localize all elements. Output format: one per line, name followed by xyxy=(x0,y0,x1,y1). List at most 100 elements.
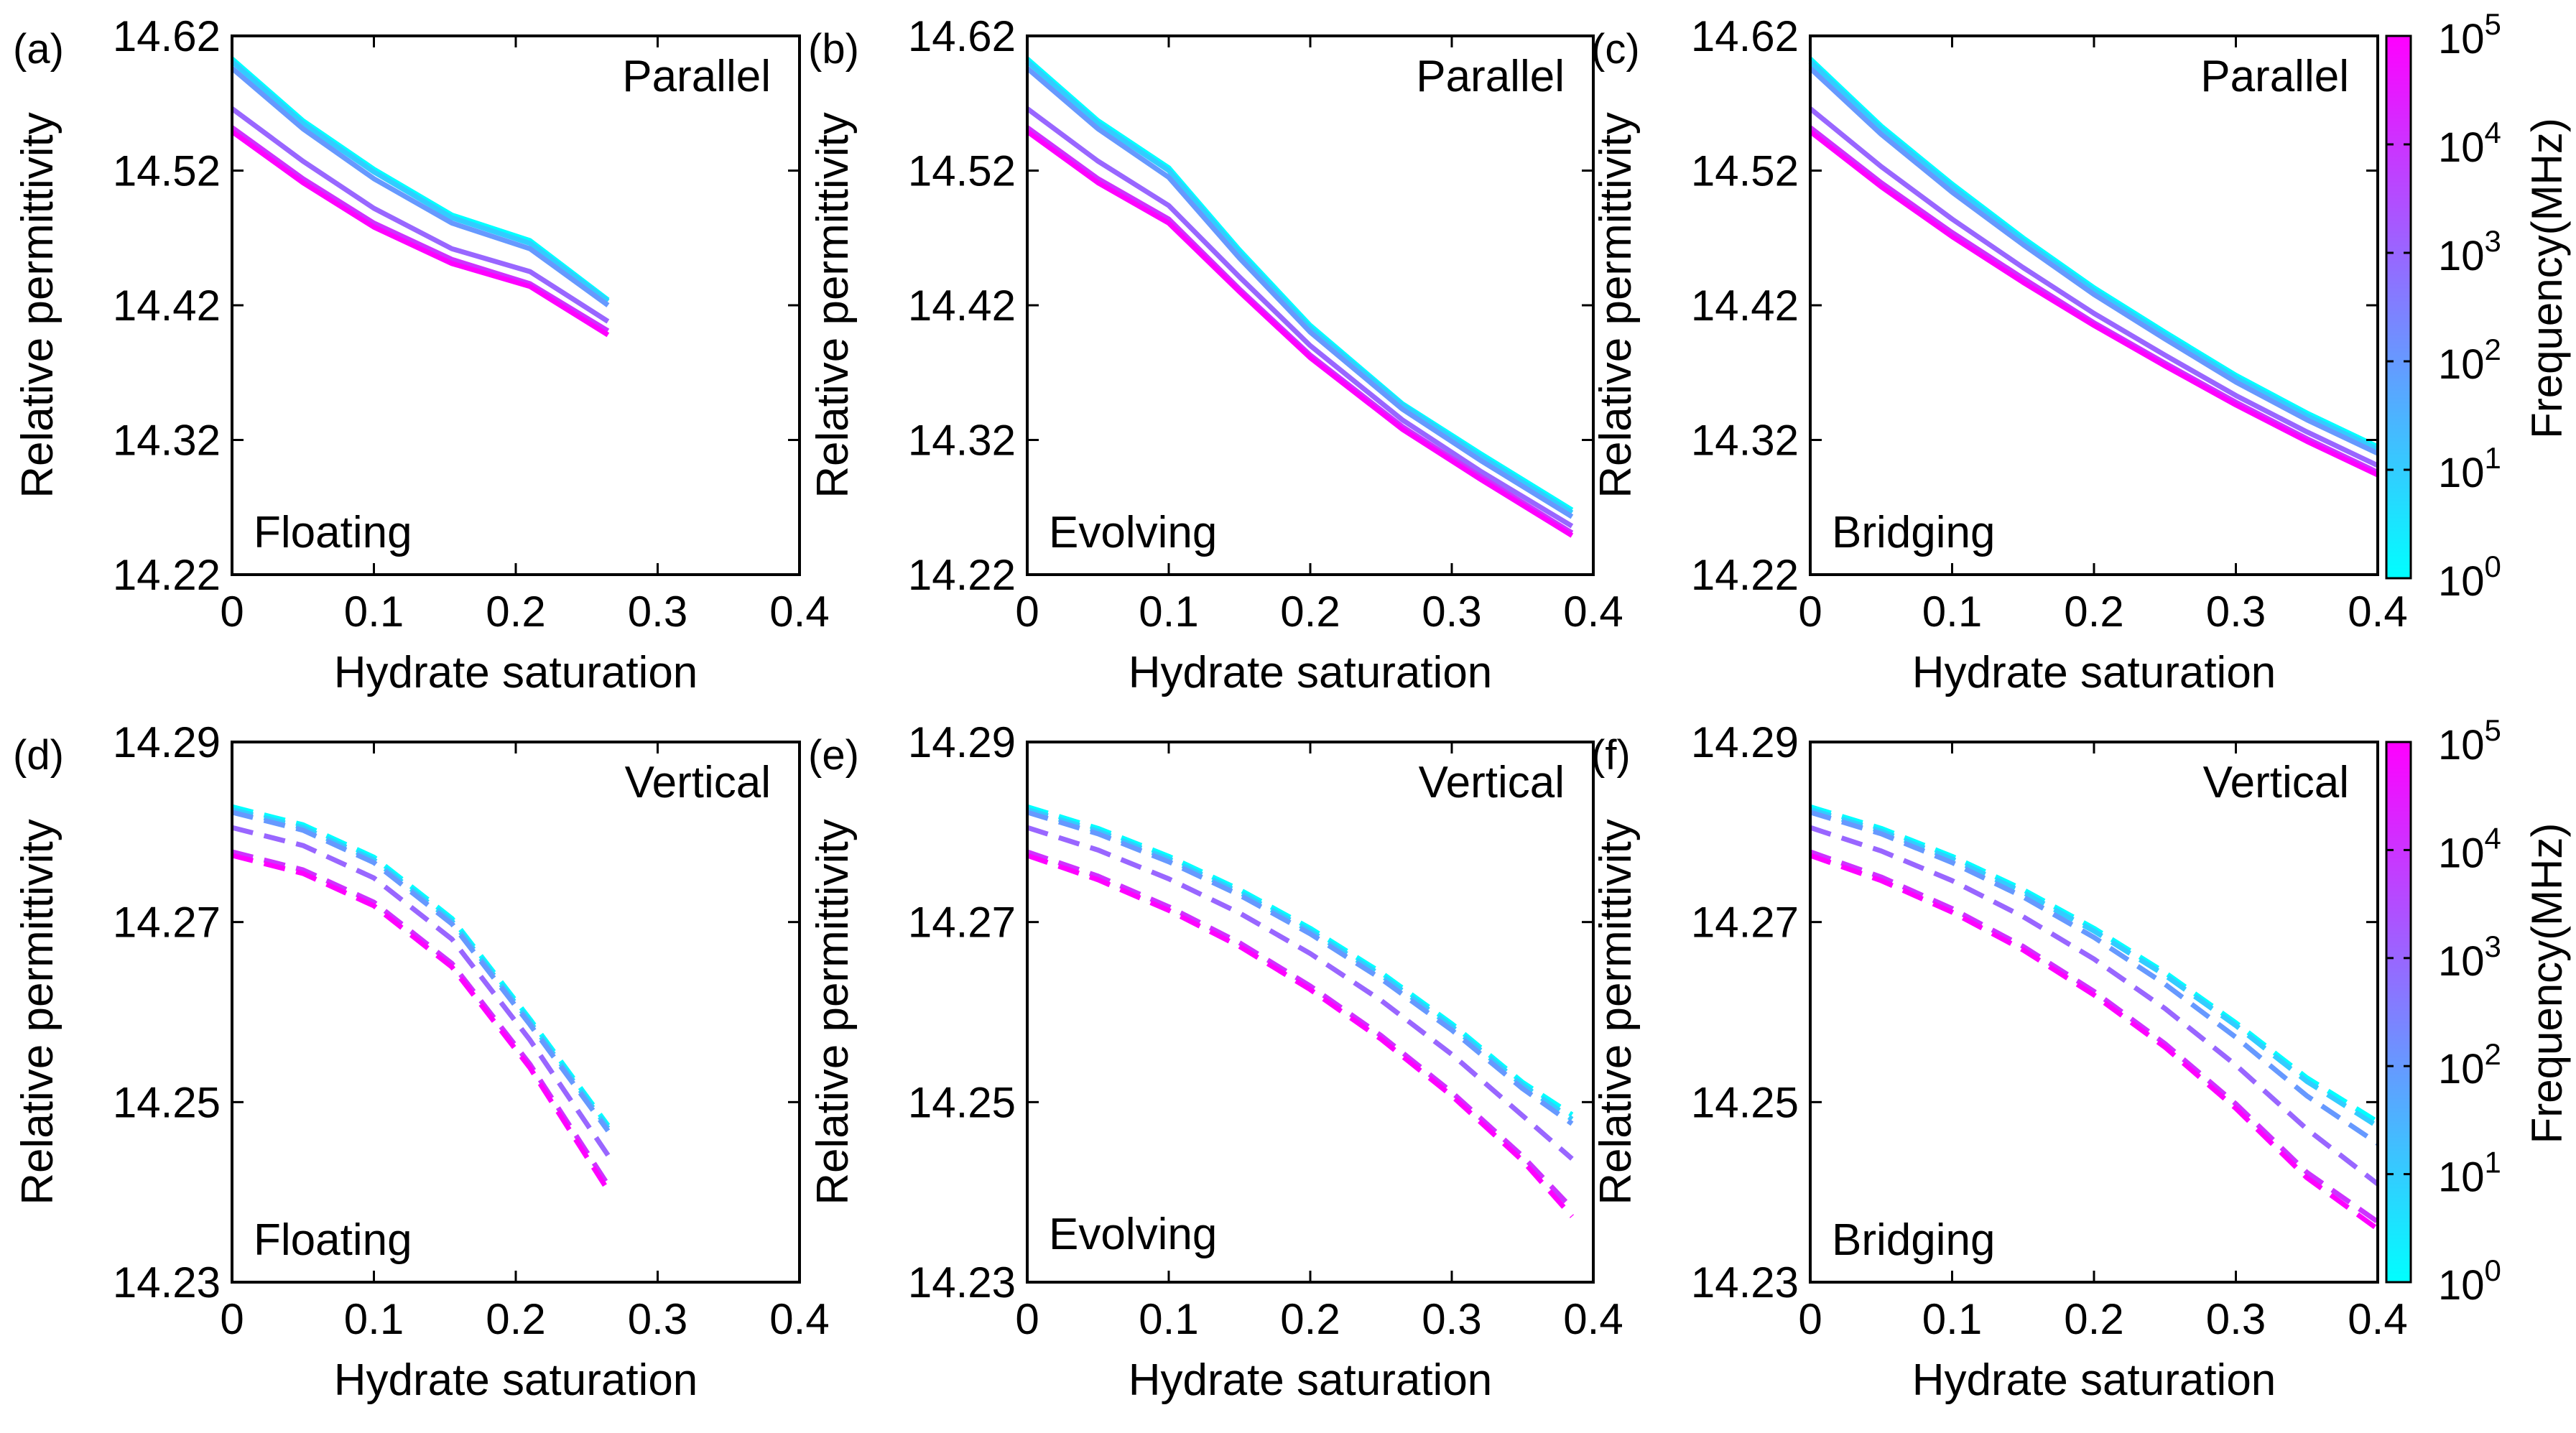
y-tick-label: 14.25 xyxy=(908,1078,1016,1126)
colorbar-tick-base: 10 xyxy=(2438,16,2485,62)
colorbar-tick-label: 100 xyxy=(2438,1253,2501,1309)
x-tick-label: 0.1 xyxy=(1922,588,1982,636)
y-tick-label: 14.27 xyxy=(1691,899,1799,947)
colorbar-tick-base: 10 xyxy=(2438,233,2485,279)
x-tick-label: 0.2 xyxy=(486,588,545,636)
y-tick-label: 14.32 xyxy=(908,417,1016,465)
colorbar-tick-base: 10 xyxy=(2438,124,2485,171)
series-line xyxy=(1025,129,1574,538)
colorbar-tick-exponent: 3 xyxy=(2485,224,2501,258)
y-tick-label: 14.29 xyxy=(113,718,221,766)
y-tick-label: 14.62 xyxy=(1691,12,1799,60)
y-axis-label: Relative permittivity xyxy=(808,112,858,498)
orientation-label: Vertical xyxy=(1419,758,1565,807)
series-line xyxy=(1809,807,2379,1129)
series-line xyxy=(1025,57,1574,512)
y-tick-label: 14.42 xyxy=(113,282,221,330)
series-line xyxy=(1025,59,1574,515)
x-tick-label: 0.4 xyxy=(2348,588,2407,636)
model-label: Floating xyxy=(254,508,412,557)
orientation-label: Vertical xyxy=(625,758,771,807)
series-line xyxy=(1809,804,2379,1124)
x-tick-label: 0.2 xyxy=(2064,1295,2123,1343)
y-tick-label: 14.62 xyxy=(908,12,1016,60)
y-tick-label: 14.23 xyxy=(113,1258,221,1307)
colorbar-tick-label: 104 xyxy=(2438,821,2501,876)
x-tick-label: 0.3 xyxy=(1422,588,1481,636)
x-tick-label: 0.2 xyxy=(486,1295,545,1343)
x-tick-label: 0.2 xyxy=(1280,588,1340,636)
model-label: Evolving xyxy=(1049,1210,1217,1259)
series-line xyxy=(1808,106,2379,468)
series-line xyxy=(1026,810,1574,1126)
series-line xyxy=(1809,825,2380,1187)
axes-frame xyxy=(231,741,801,1284)
y-tick-label: 14.52 xyxy=(113,147,221,195)
x-tick-label: 0.4 xyxy=(2348,1295,2407,1343)
colorbar-title: Frequency(MHz) xyxy=(2523,823,2571,1144)
colorbar-tick-base: 10 xyxy=(2438,830,2485,876)
colorbar-tick-label: 101 xyxy=(2438,441,2501,496)
x-tick-label: 0 xyxy=(1015,588,1039,636)
series-line xyxy=(231,810,611,1133)
series-line xyxy=(230,129,610,338)
x-tick-label: 0.3 xyxy=(2206,1295,2266,1343)
panel-letter: (f) xyxy=(1591,732,1631,779)
x-tick-label: 0.4 xyxy=(1563,1295,1623,1343)
x-tick-label: 0 xyxy=(1798,588,1822,636)
colorbar-tick-exponent: 4 xyxy=(2485,116,2501,149)
y-axis-label: Relative permittivity xyxy=(13,819,62,1205)
y-tick-label: 14.29 xyxy=(908,718,1016,766)
series-line xyxy=(231,825,611,1157)
x-axis-label: Hydrate saturation xyxy=(1129,648,1493,697)
series-line xyxy=(231,807,611,1130)
series-line xyxy=(1025,106,1574,529)
colorbar-bar xyxy=(2385,741,2412,1284)
x-tick-label: 0 xyxy=(1798,1295,1822,1343)
panel-a: 0 0.1 0.2 0.3 0.4 14.22 14.32 14.42 14.52 14.62 Hy… xyxy=(13,12,830,697)
series-line xyxy=(1809,849,2380,1224)
colorbar-tick-exponent: 4 xyxy=(2485,821,2501,855)
colorbar-tick-exponent: 0 xyxy=(2485,549,2501,583)
series-line xyxy=(1809,853,2380,1231)
x-axis-label: Hydrate saturation xyxy=(1912,648,2276,697)
series-line xyxy=(1026,853,1575,1218)
panel-letter: (b) xyxy=(808,26,859,73)
colorbar-tick-label: 103 xyxy=(2438,929,2501,985)
colorbar-tick-base: 10 xyxy=(2438,938,2485,985)
x-tick-label: 0.4 xyxy=(769,588,829,636)
x-tick-label: 0.1 xyxy=(1922,1295,1982,1343)
colorbar-tick-label: 104 xyxy=(2438,116,2501,171)
series-line xyxy=(230,59,610,304)
x-axis-label: Hydrate saturation xyxy=(1129,1355,1493,1405)
x-tick-label: 0.4 xyxy=(1563,588,1623,636)
colorbar-tick-exponent: 1 xyxy=(2485,441,2501,475)
colorbar-tick-label: 102 xyxy=(2438,333,2501,388)
colorbar-tick-label: 105 xyxy=(2438,713,2501,769)
series-line xyxy=(1809,810,2379,1146)
x-tick-label: 0 xyxy=(1015,1295,1039,1343)
panels: 0 0.1 0.2 0.3 0.4 14.22 14.32 14.42 14.52 14.62 Hy… xyxy=(13,12,2408,1405)
panel-d: 0 0.1 0.2 0.3 0.4 14.23 14.25 14.27 14.29 Hydrate… xyxy=(13,718,830,1405)
colorbar-tick-base: 10 xyxy=(2438,1262,2485,1309)
colorbar-tick-exponent: 0 xyxy=(2485,1253,2501,1287)
series-line xyxy=(230,106,610,324)
orientation-label: Parallel xyxy=(622,52,771,101)
colorbar-tick-base: 10 xyxy=(2438,341,2485,388)
y-tick-label: 14.52 xyxy=(1691,147,1799,195)
axes-frame xyxy=(1809,34,2379,576)
series-line xyxy=(230,66,610,307)
x-tick-label: 0.1 xyxy=(1139,588,1198,636)
series-line xyxy=(1025,66,1574,519)
x-tick-label: 0.3 xyxy=(1422,1295,1481,1343)
x-tick-label: 0.3 xyxy=(2206,588,2266,636)
series-line xyxy=(231,853,611,1192)
x-tick-label: 0.1 xyxy=(1139,1295,1198,1343)
y-tick-label: 14.62 xyxy=(113,12,221,60)
y-axis-label: Relative permittivity xyxy=(1591,819,1641,1205)
colorbar-tick-exponent: 2 xyxy=(2485,333,2501,366)
y-tick-label: 14.25 xyxy=(113,1078,221,1126)
y-tick-label: 14.22 xyxy=(113,551,221,599)
